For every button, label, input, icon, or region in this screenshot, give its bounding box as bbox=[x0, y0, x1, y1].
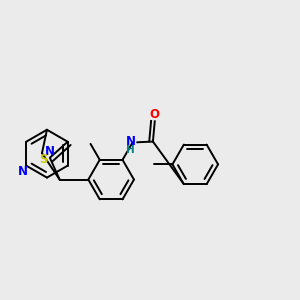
Text: N: N bbox=[45, 145, 55, 158]
Text: O: O bbox=[150, 108, 160, 121]
Text: S: S bbox=[40, 153, 48, 166]
Text: N: N bbox=[18, 165, 28, 178]
Text: N: N bbox=[126, 135, 136, 148]
Text: H: H bbox=[127, 145, 135, 154]
